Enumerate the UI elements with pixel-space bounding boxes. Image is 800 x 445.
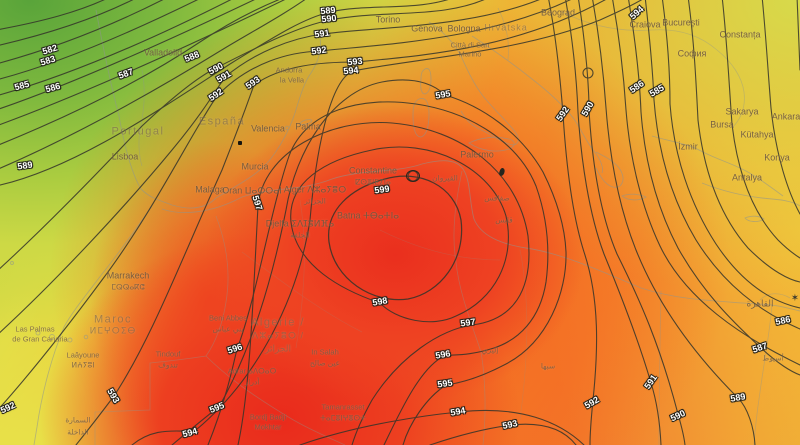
country-borders bbox=[94, 7, 791, 445]
admin-borders bbox=[241, 199, 528, 421]
coastlines bbox=[10, 9, 800, 445]
